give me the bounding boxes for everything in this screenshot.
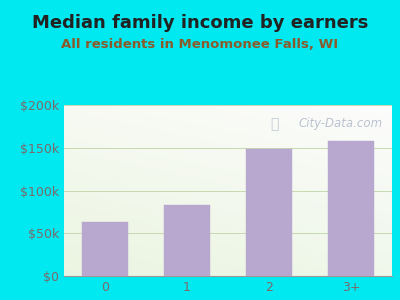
Bar — [82, 222, 128, 276]
Text: All residents in Menomonee Falls, WI: All residents in Menomonee Falls, WI — [62, 38, 338, 50]
Text: Median family income by earners: Median family income by earners — [32, 14, 368, 32]
Bar — [328, 141, 374, 276]
Bar — [246, 149, 292, 276]
Bar — [164, 205, 210, 276]
Text: ⓘ: ⓘ — [271, 117, 279, 131]
Text: City-Data.com: City-Data.com — [298, 117, 382, 130]
